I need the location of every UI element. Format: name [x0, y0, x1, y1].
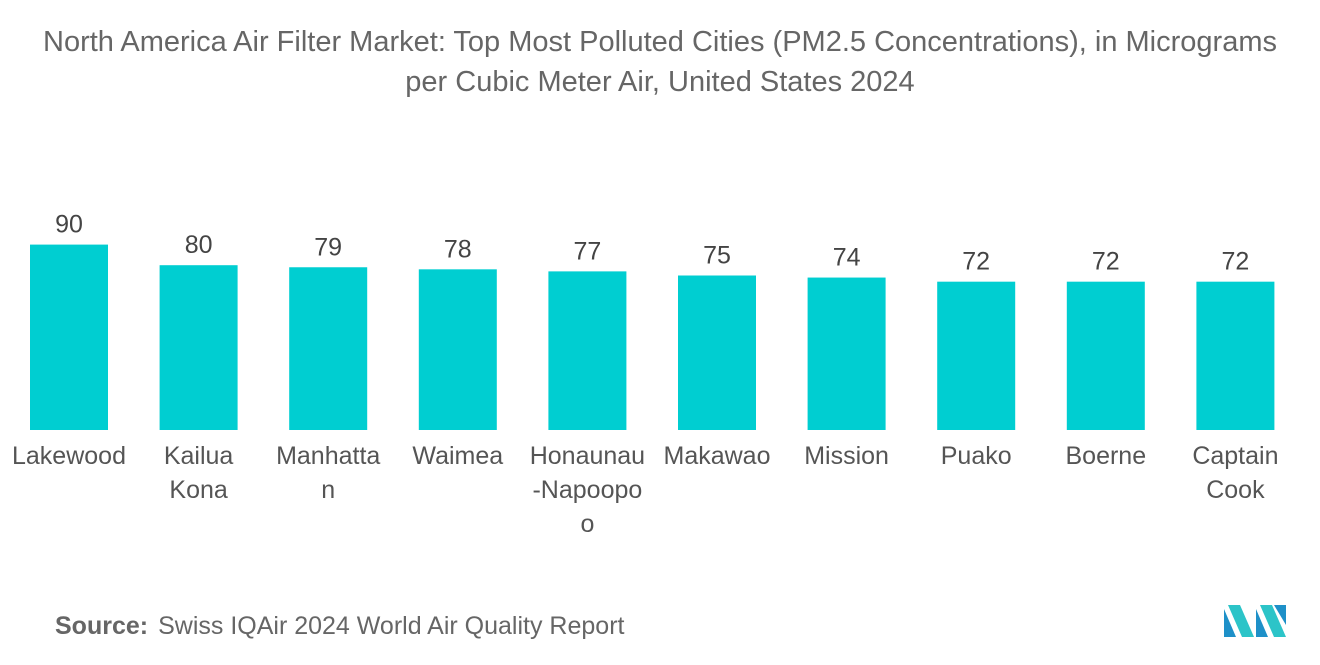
bar — [678, 275, 756, 430]
value-label: 79 — [314, 233, 342, 261]
bar — [30, 244, 108, 430]
source-label: Source: — [55, 612, 149, 640]
category-label: Kailua Kona — [164, 442, 234, 504]
category-label: Manhatta n — [276, 442, 380, 504]
value-labels-group: 90 80 79 78 77 75 74 72 72 72 — [55, 211, 1249, 276]
category-label: Honaunau -Napoopo o — [530, 442, 645, 538]
value-label: 90 — [55, 211, 83, 239]
category-label: Puako — [941, 442, 1012, 470]
mordor-intelligence-logo-icon — [1224, 605, 1286, 637]
value-label: 75 — [703, 242, 731, 270]
source-note: Source: Swiss IQAir 2024 World Air Qualit… — [55, 612, 624, 641]
bar — [418, 269, 497, 430]
bar — [1066, 281, 1145, 430]
bar-chart: 90 80 79 78 77 75 74 72 72 72 Lakewood Kailua Kona M… — [12, 211, 1278, 538]
bar — [159, 265, 238, 430]
value-label: 74 — [833, 244, 861, 272]
category-label: Captain Cook — [1192, 442, 1278, 504]
category-labels-group: Lakewood Kailua Kona Manhatta n Waimea Honauna… — [12, 442, 1278, 538]
value-label: 77 — [573, 237, 601, 265]
value-label: 72 — [962, 248, 990, 276]
value-label: 80 — [185, 231, 213, 259]
bar — [1196, 281, 1275, 430]
bar — [937, 281, 1016, 430]
category-label: Mission — [804, 442, 889, 470]
bars-group — [30, 244, 1275, 430]
bar — [548, 271, 627, 430]
value-label: 72 — [1221, 248, 1249, 276]
bar — [807, 277, 886, 430]
category-label: Waimea — [412, 442, 503, 470]
chart-title: North America Air Filter Market: Top Mos… — [43, 26, 1277, 98]
category-label: Boerne — [1065, 442, 1146, 470]
source-text: Swiss IQAir 2024 World Air Quality Repor… — [158, 612, 625, 640]
value-label: 78 — [444, 235, 472, 263]
category-label: Lakewood — [12, 442, 126, 470]
value-label: 72 — [1092, 248, 1120, 276]
category-label: Makawao — [664, 442, 771, 470]
bar — [289, 267, 368, 430]
